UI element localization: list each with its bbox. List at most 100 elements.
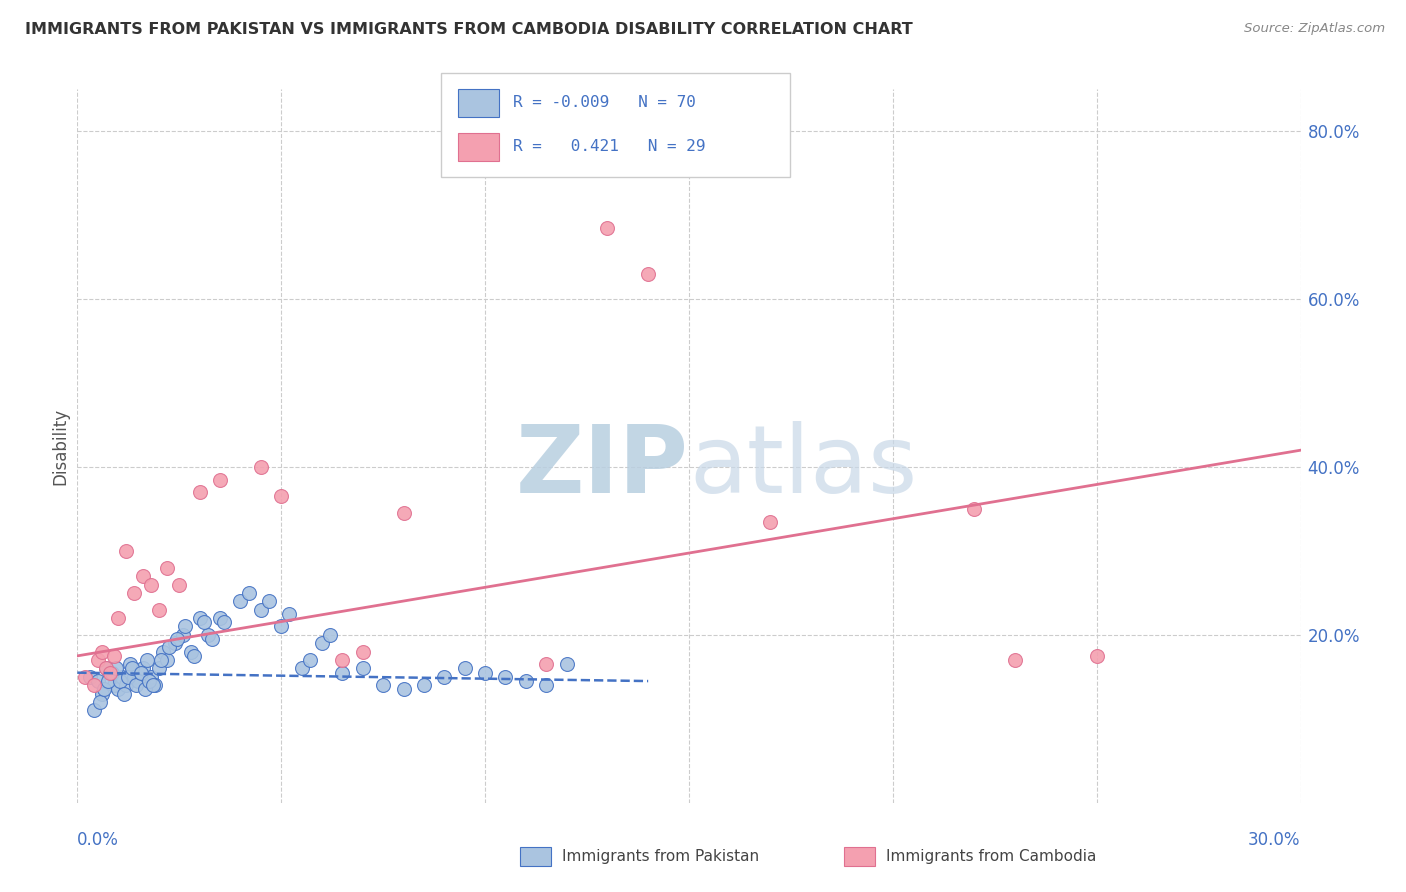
Point bbox=[79, 670, 101, 684]
Point bbox=[107, 611, 129, 625]
Point bbox=[83, 678, 105, 692]
Point bbox=[371, 678, 394, 692]
Text: Immigrants from Cambodia: Immigrants from Cambodia bbox=[886, 849, 1097, 863]
Point bbox=[250, 603, 273, 617]
Point bbox=[188, 485, 211, 500]
Point bbox=[332, 665, 354, 680]
Text: R = -0.009   N = 70: R = -0.009 N = 70 bbox=[513, 95, 696, 111]
Point bbox=[128, 674, 150, 689]
Point bbox=[138, 674, 160, 689]
Point bbox=[209, 473, 232, 487]
Point bbox=[311, 636, 333, 650]
Point bbox=[94, 661, 117, 675]
Point bbox=[124, 670, 146, 684]
Text: 0.0%: 0.0% bbox=[77, 831, 120, 849]
Point bbox=[637, 267, 659, 281]
Point bbox=[963, 502, 986, 516]
Point bbox=[474, 665, 496, 680]
Point bbox=[270, 619, 292, 633]
Point bbox=[120, 657, 142, 672]
Point bbox=[193, 615, 215, 630]
Point bbox=[98, 665, 121, 680]
Point bbox=[555, 657, 578, 672]
Point bbox=[166, 632, 188, 646]
Point bbox=[392, 506, 415, 520]
Point bbox=[298, 653, 321, 667]
Point bbox=[209, 611, 232, 625]
Point bbox=[454, 661, 477, 675]
Point bbox=[172, 628, 194, 642]
Point bbox=[117, 670, 139, 684]
Point bbox=[134, 682, 156, 697]
Point bbox=[97, 674, 120, 689]
Point bbox=[392, 682, 415, 697]
Point bbox=[433, 670, 456, 684]
Point bbox=[156, 560, 179, 574]
Point bbox=[115, 544, 138, 558]
Point bbox=[90, 687, 112, 701]
Point bbox=[197, 628, 219, 642]
Point bbox=[121, 661, 143, 675]
Point bbox=[75, 670, 97, 684]
Point bbox=[89, 695, 111, 709]
Point bbox=[250, 460, 273, 475]
Text: R =   0.421   N = 29: R = 0.421 N = 29 bbox=[513, 139, 706, 154]
Text: atlas: atlas bbox=[689, 421, 917, 514]
Point bbox=[139, 670, 162, 684]
Point bbox=[536, 657, 558, 672]
Point bbox=[180, 645, 202, 659]
Point bbox=[515, 674, 537, 689]
Point bbox=[1085, 648, 1108, 663]
Point bbox=[759, 515, 782, 529]
Point bbox=[101, 665, 124, 680]
Point bbox=[129, 665, 152, 680]
Point bbox=[108, 674, 131, 689]
Point bbox=[149, 653, 172, 667]
Point bbox=[156, 653, 179, 667]
Point bbox=[103, 648, 125, 663]
Point bbox=[201, 632, 224, 646]
Point bbox=[148, 603, 170, 617]
Point bbox=[413, 678, 436, 692]
Point bbox=[94, 661, 117, 675]
Point bbox=[157, 640, 180, 655]
Point bbox=[169, 577, 191, 591]
Point bbox=[174, 619, 197, 633]
Point bbox=[596, 220, 619, 235]
Point bbox=[90, 645, 112, 659]
Point bbox=[103, 678, 125, 692]
Point bbox=[142, 678, 165, 692]
Point bbox=[495, 670, 517, 684]
Point bbox=[93, 682, 115, 697]
Point bbox=[105, 661, 128, 675]
Text: IMMIGRANTS FROM PAKISTAN VS IMMIGRANTS FROM CAMBODIA DISABILITY CORRELATION CHAR: IMMIGRANTS FROM PAKISTAN VS IMMIGRANTS F… bbox=[25, 22, 912, 37]
Text: Source: ZipAtlas.com: Source: ZipAtlas.com bbox=[1244, 22, 1385, 36]
Point bbox=[107, 682, 129, 697]
Point bbox=[257, 594, 280, 608]
Point bbox=[131, 569, 153, 583]
Text: Immigrants from Pakistan: Immigrants from Pakistan bbox=[562, 849, 759, 863]
Point bbox=[148, 661, 170, 675]
Y-axis label: Disability: Disability bbox=[51, 408, 69, 484]
Point bbox=[139, 577, 162, 591]
Point bbox=[212, 615, 235, 630]
Point bbox=[352, 661, 374, 675]
Point bbox=[319, 628, 342, 642]
Text: 30.0%: 30.0% bbox=[1249, 831, 1301, 849]
Point bbox=[143, 678, 166, 692]
Point bbox=[188, 611, 211, 625]
Point bbox=[131, 661, 153, 675]
Point bbox=[352, 645, 374, 659]
Text: ZIP: ZIP bbox=[516, 421, 689, 514]
Point bbox=[111, 670, 134, 684]
Point bbox=[332, 653, 354, 667]
Point bbox=[536, 678, 558, 692]
Point bbox=[229, 594, 252, 608]
Point bbox=[135, 653, 157, 667]
Point bbox=[165, 636, 187, 650]
Point bbox=[270, 489, 292, 503]
Point bbox=[112, 687, 135, 701]
Point bbox=[238, 586, 260, 600]
Point bbox=[291, 661, 314, 675]
Point bbox=[83, 703, 105, 717]
